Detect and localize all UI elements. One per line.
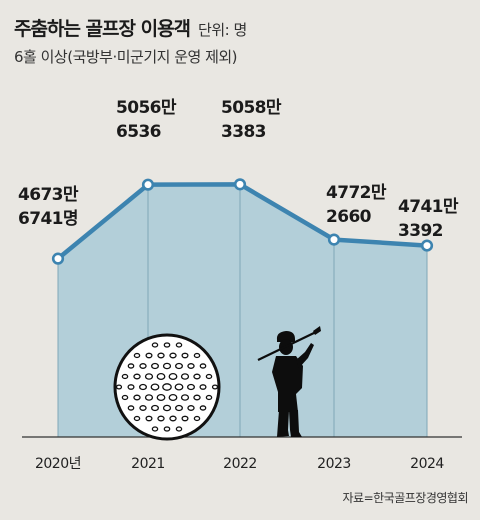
ball-dimple [174,383,184,391]
ball-outline [113,333,221,441]
ball-dimple [151,404,159,412]
data-label: 4673만 [18,185,79,205]
ball-dimple [156,393,166,402]
ball-dimple [175,426,183,432]
ball-dimple [162,383,172,391]
ball-dimple [193,373,201,380]
ball-dimple [168,393,178,402]
ball-dimple [187,363,195,369]
data-point [141,178,155,191]
ball-dimple [187,383,195,391]
ball-dimple [162,362,172,370]
x-tick-label: 2020년 [35,456,81,472]
chart-subtitle: 6홀 이상(국방부·미군기지 운영 제외) [14,48,238,66]
ball-dimple [121,373,129,380]
x-tick-label: 2024 [410,456,444,472]
x-tick-label: 2021 [131,456,165,472]
ball-dimple [175,404,183,412]
ball-dimple [144,373,154,380]
ball-dimple [139,405,147,411]
golfer-arm [296,343,314,368]
ball-dimple [168,372,178,381]
ball-dimple [115,384,123,390]
data-label: 3392 [398,221,443,241]
golf-ball-icon [113,333,221,441]
ball-dimple [175,362,183,370]
ball-dimple [163,426,171,432]
data-label: 3383 [221,122,266,142]
ball-dimple [145,415,153,422]
ball-dimple [175,342,183,348]
ball-dimple [133,352,141,359]
ball-dimple [193,415,201,422]
ball-dimple [211,384,219,390]
ball-dimple [151,426,159,432]
data-label: 6741명 [18,209,78,229]
ball-dimple [199,384,207,390]
ball-dimple [150,383,160,391]
x-tick-label: 2023 [317,456,351,472]
data-point [420,239,434,252]
chart-title: 주춤하는 골프장 이용객 [14,18,191,40]
ball-dimple [151,342,159,348]
data-label: 5058만 [221,98,282,118]
ball-dimple [145,352,153,359]
ball-dimple [127,384,135,390]
golfer-silhouette-icon [257,326,321,437]
ball-dimple [169,352,177,359]
ball-dimple [205,373,213,380]
ball-dimple [193,352,201,359]
ball-dimple [193,394,201,401]
ball-dimple [157,352,165,359]
ball-dimple [181,415,189,422]
data-label: 5056만 [116,98,177,118]
golf-club-shaft [257,331,317,361]
ball-dimple [169,415,177,422]
ball-dimple [151,362,159,370]
ball-dimple [127,405,135,411]
ball-dimple [133,373,141,380]
source-note: 자료=한국골프장경영협회 [342,491,469,505]
unit-label: 단위: 명 [198,21,247,39]
golf-club-head [313,326,321,335]
ball-dimple [139,383,147,391]
golfer-leg-left [277,410,289,437]
ball-dimple [162,404,172,412]
ball-dimple [180,373,190,380]
golfer-torso [272,356,303,412]
ball-dimple [205,394,213,401]
ball-dimple [121,394,129,401]
golfer-cap [276,331,295,342]
ball-dimple [187,405,195,411]
ball-dimple [163,342,171,348]
ball-dimple [133,394,141,401]
data-point [233,178,247,191]
data-label: 4741만 [398,197,459,217]
ball-dimple [144,394,154,401]
ball-dimple [180,394,190,401]
golfer-leg-right [289,410,302,437]
data-point [327,233,341,246]
ball-dimples [115,342,219,432]
data-point [51,252,65,265]
ball-dimple [156,372,166,381]
title-row: 주춤하는 골프장 이용객 단위: 명 [14,14,247,41]
x-tick-label: 2022 [223,456,257,472]
area-fill [58,184,427,437]
ball-dimple [181,352,189,359]
ball-dimple [139,363,147,369]
ball-dimple [127,363,135,369]
ball-dimple [199,363,207,369]
data-label: 6536 [116,122,161,142]
ball-dimple [133,415,141,422]
data-label: 4772만 [326,183,387,203]
data-label: 2660 [326,207,372,227]
ball-dimple [157,415,165,422]
ball-dimple [199,405,207,411]
